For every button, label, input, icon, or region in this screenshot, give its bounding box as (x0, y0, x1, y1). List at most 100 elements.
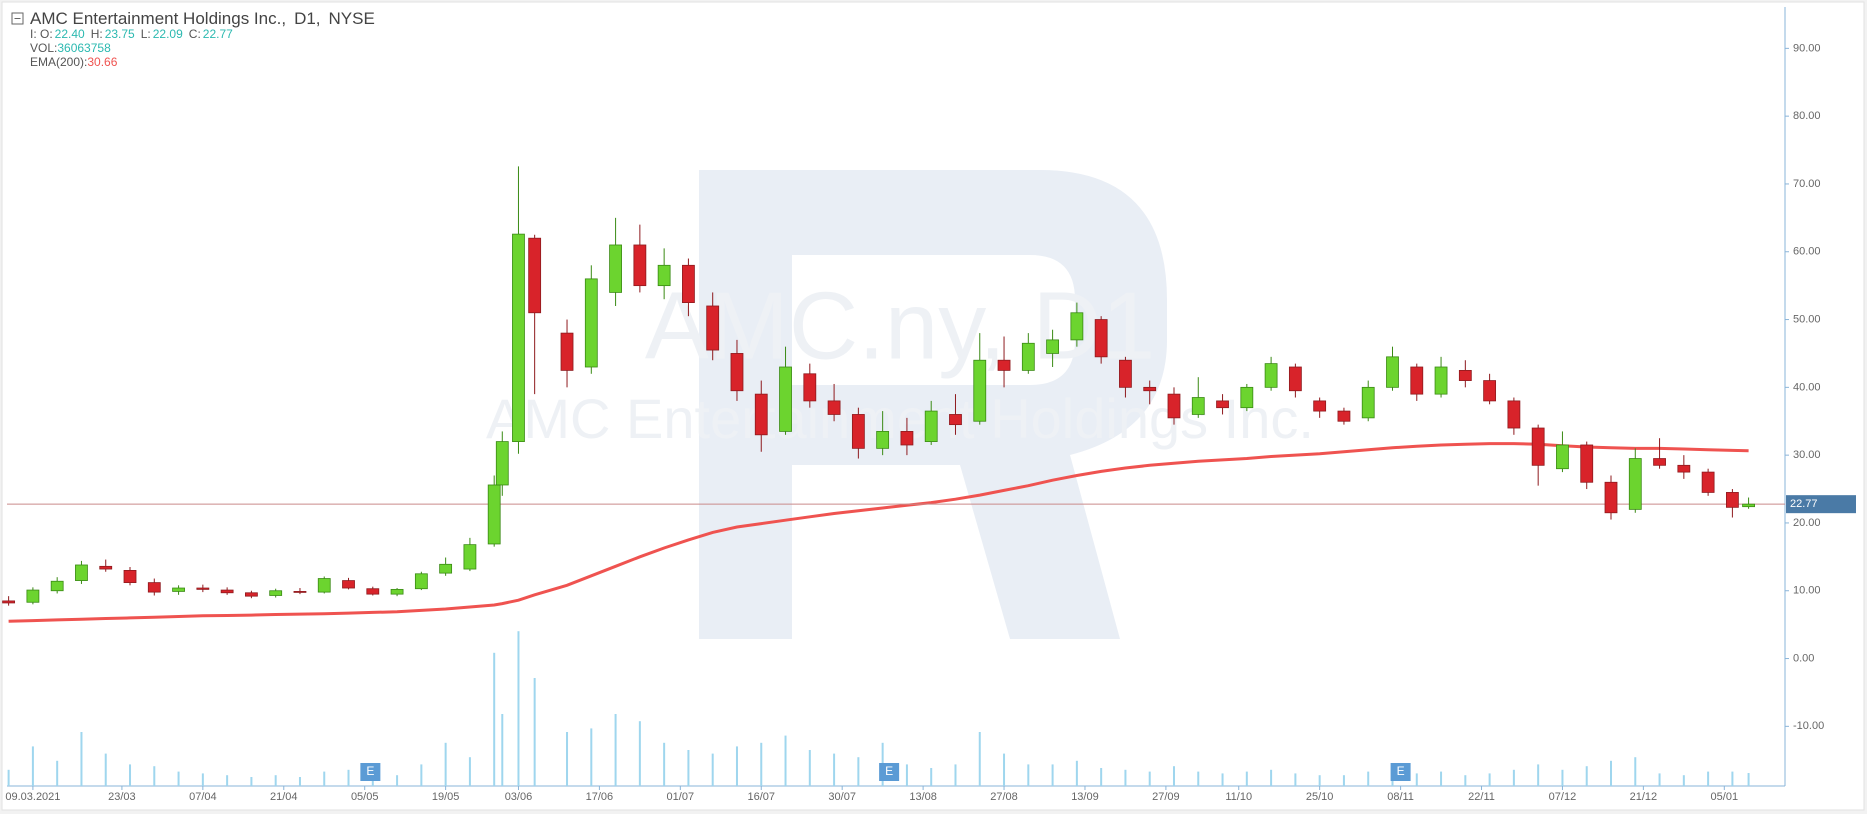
volume-bar (1561, 769, 1564, 786)
volume-bar (298, 777, 301, 786)
event-marker[interactable] (1390, 763, 1411, 781)
x-tick-label: 05/01 (1711, 791, 1739, 803)
y-tick-label: 80.00 (1793, 110, 1821, 122)
candle-body (366, 588, 380, 595)
candle-body (1653, 458, 1666, 466)
title: AMC Entertainment Holdings Inc., (30, 9, 286, 28)
volume-bar (1124, 769, 1127, 786)
volume-bar (493, 652, 496, 786)
x-tick-label: 16/07 (747, 791, 775, 803)
legend-label: H: (91, 27, 103, 41)
legend-value: 23.75 (105, 27, 135, 41)
candle-body (1094, 319, 1108, 358)
candle-body (584, 278, 598, 368)
price-tag (1786, 495, 1856, 514)
event-marker[interactable] (879, 763, 900, 781)
event-label: E (1397, 764, 1405, 778)
candle-body (99, 565, 113, 570)
candle-body (1507, 400, 1521, 429)
candle-body (1725, 492, 1739, 508)
volume-bar (1488, 773, 1491, 786)
x-tick-label: 01/07 (667, 791, 695, 803)
volume-bar (1464, 775, 1467, 786)
y-tick-label: 20.00 (1793, 517, 1821, 529)
volume-bar (517, 631, 520, 786)
volume-bar (784, 735, 787, 786)
candle-body (342, 580, 355, 589)
price-tag-label: 22.77 (1790, 498, 1818, 510)
volume-bar (614, 714, 617, 786)
candle-body (172, 587, 185, 592)
volume-bar (1440, 771, 1443, 786)
volume-bar (590, 728, 593, 786)
volume-bar (153, 766, 156, 786)
candle-body (1191, 397, 1205, 415)
volume-bar (1197, 771, 1200, 786)
candle-body (803, 373, 817, 402)
candle-body (609, 244, 622, 293)
volume-bar (1148, 771, 1151, 786)
event-label: E (885, 764, 893, 778)
watermark-logo (699, 170, 1167, 639)
volume-bar (533, 678, 536, 786)
volume-bar (1415, 773, 1418, 786)
candle-body (1143, 386, 1157, 392)
candle-body (1313, 400, 1327, 412)
candle-body (1434, 366, 1448, 395)
candle-body (1483, 380, 1497, 402)
candle-body (123, 570, 137, 584)
volume-bar (250, 777, 253, 786)
candle-body (1701, 471, 1715, 493)
candle-body (1556, 444, 1569, 470)
volume-bar (396, 775, 399, 786)
volume-bar (687, 750, 690, 786)
x-tick-label: 13/09 (1071, 791, 1099, 803)
volume-bar (1075, 760, 1078, 786)
candle-body (851, 414, 865, 449)
candle-body (414, 573, 428, 590)
volume-bar (274, 775, 277, 786)
x-tick-label: 05/05 (351, 791, 379, 803)
volume-bar (1294, 773, 1297, 786)
x-tick-label: 27/08 (990, 791, 1018, 803)
volume-bar (1634, 757, 1637, 786)
volume-bar (1172, 766, 1175, 786)
candle-body (75, 564, 88, 581)
ohlc-legend: I: O: 22.40 H: 23.75 L: 22.09 C: 22.77 (30, 27, 233, 41)
volume-bar (711, 753, 714, 786)
y-tick-label: -10.00 (1793, 720, 1824, 732)
x-tick-label: 25/10 (1306, 791, 1334, 803)
volume-bar (1512, 769, 1515, 786)
y-tick-label: 60.00 (1793, 246, 1821, 258)
label: EMA(200): (30, 55, 87, 69)
candle-body (220, 589, 234, 594)
x-tick-label: 13/08 (909, 791, 937, 803)
event-marker[interactable] (360, 763, 381, 781)
volume-bar (1100, 768, 1103, 786)
y-tick-label: 70.00 (1793, 178, 1821, 190)
candle-body (1046, 339, 1059, 354)
candle-body (439, 563, 453, 574)
volume-bar (808, 750, 811, 786)
volume-bar (31, 746, 34, 786)
candle-body (147, 582, 161, 593)
ema-legend: EMA(200):30.66 (30, 55, 118, 69)
legend-value: 22.77 (203, 27, 233, 41)
y-tick-label: 0.00 (1793, 652, 1814, 664)
volume-bar (347, 769, 350, 786)
volume-bar (7, 769, 10, 786)
candle-body (2, 600, 16, 604)
y-tick-label: 40.00 (1793, 381, 1821, 393)
volume-bar (80, 732, 83, 786)
candle-body (1288, 366, 1302, 392)
x-tick-label: 17/06 (586, 791, 614, 803)
volume-bar (1658, 773, 1661, 786)
candle-body (1021, 342, 1035, 371)
volume-bar (735, 746, 738, 786)
volume-bar (201, 773, 204, 786)
volume-bar (56, 760, 59, 786)
watermark-name: AMC Entertainment Holdings Inc. (486, 387, 1314, 450)
volume-bar (833, 753, 836, 786)
legend-value: 22.09 (153, 27, 183, 41)
